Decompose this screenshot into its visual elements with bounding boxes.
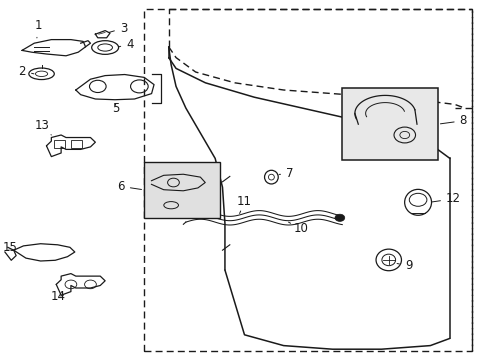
Text: 1: 1 — [34, 19, 41, 38]
Text: 2: 2 — [19, 64, 34, 77]
Text: 8: 8 — [440, 114, 466, 127]
Circle shape — [334, 214, 344, 221]
Text: 9: 9 — [396, 259, 411, 272]
Text: 7: 7 — [279, 167, 293, 180]
Text: 11: 11 — [237, 195, 252, 213]
Text: 5: 5 — [112, 102, 120, 114]
Bar — [54, 140, 64, 148]
Text: 6: 6 — [117, 180, 141, 193]
Bar — [144, 162, 220, 218]
Text: 15: 15 — [3, 241, 18, 254]
Text: 14: 14 — [50, 290, 65, 303]
Bar — [71, 140, 81, 148]
Text: 13: 13 — [34, 119, 51, 135]
Text: 3: 3 — [109, 22, 127, 35]
Text: 4: 4 — [119, 37, 133, 50]
Text: 12: 12 — [431, 192, 460, 205]
Bar — [342, 88, 437, 160]
Text: 10: 10 — [288, 222, 307, 235]
